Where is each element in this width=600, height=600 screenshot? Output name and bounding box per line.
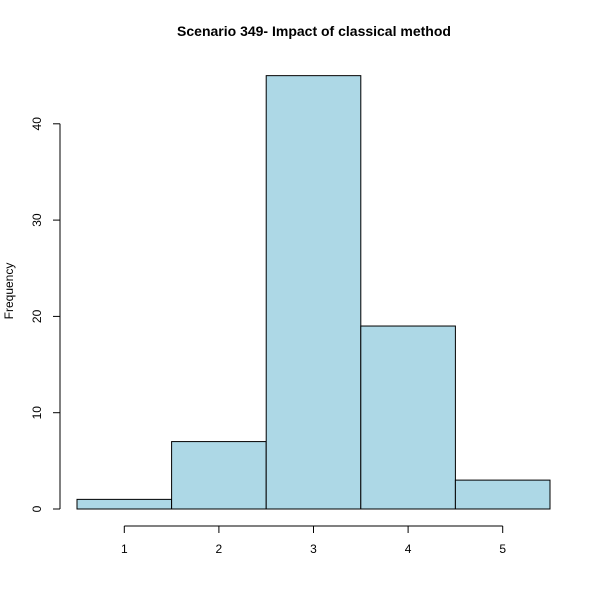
bar-5	[454, 479, 551, 510]
x-tick-label: 5	[499, 542, 506, 556]
y-ticks: 0 10 20 30 40	[30, 117, 60, 512]
bar-1	[76, 498, 173, 510]
x-tick-label: 1	[121, 542, 128, 556]
y-tick-label: 0	[30, 505, 44, 512]
y-axis-label: Frequency	[2, 263, 16, 320]
y-tick-label: 20	[30, 309, 44, 323]
chart-title: Scenario 349- Impact of classical method	[177, 23, 451, 39]
bars	[76, 75, 551, 510]
x-axis: 1 2 3 4 5	[121, 525, 506, 556]
bar-3	[265, 75, 362, 510]
x-ticks: 1 2 3 4 5	[121, 526, 506, 556]
bar-2	[171, 441, 267, 510]
x-tick-label: 3	[310, 542, 317, 556]
y-tick-label: 10	[30, 406, 44, 420]
y-axis: 0 10 20 30 40	[30, 117, 61, 512]
y-tick-label: 30	[30, 213, 44, 227]
x-tick-label: 2	[216, 542, 223, 556]
y-tick-label: 40	[30, 117, 44, 131]
bar-4	[360, 325, 456, 510]
x-tick-label: 4	[405, 542, 412, 556]
